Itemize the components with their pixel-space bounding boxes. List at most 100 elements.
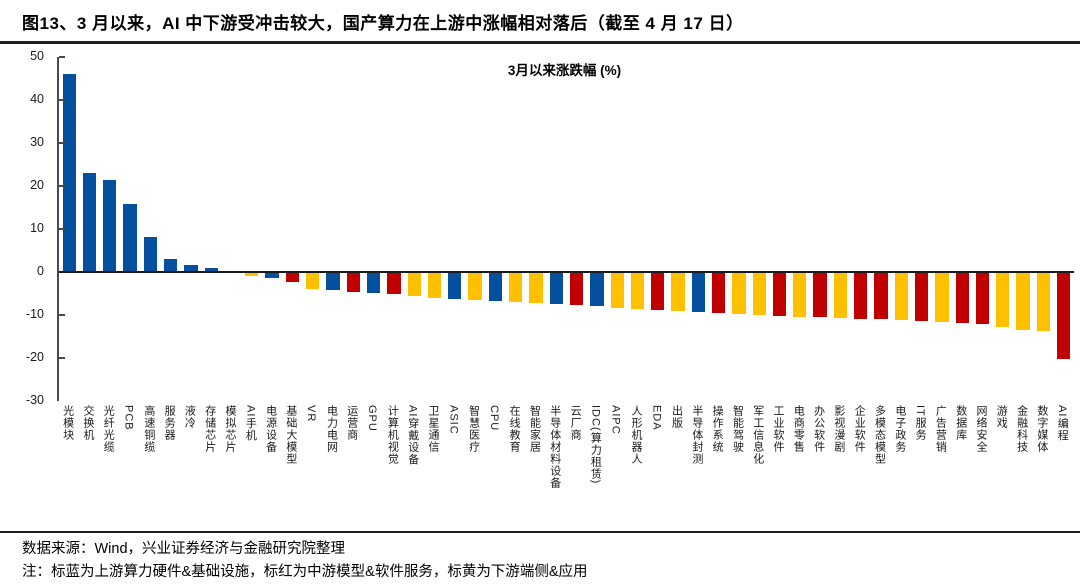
x-label-slot: 游戏	[991, 405, 1011, 531]
bar-slot	[282, 57, 302, 401]
x-label-slot: 基础大模型	[280, 405, 300, 531]
x-label-高速铜缆: 高速铜缆	[142, 405, 155, 453]
x-label-液冷: 液冷	[183, 405, 196, 429]
x-label-IT服务: IT服务	[914, 405, 927, 441]
data-source-text: 数据来源：Wind，兴业证券经济与金融研究院整理	[22, 541, 346, 557]
bar-出版	[671, 272, 685, 312]
x-label-slot: 电子政务	[889, 405, 909, 531]
bar-slot	[303, 57, 323, 401]
bar-光模块	[62, 74, 76, 272]
bar-slot	[1054, 57, 1074, 401]
bar-交换机	[82, 173, 97, 272]
bar-广告营销	[935, 272, 949, 323]
x-label-slot: 模拟芯片	[219, 405, 239, 531]
bar-slot	[587, 57, 607, 401]
x-label-智慧医疗: 智慧医疗	[467, 405, 480, 453]
x-label-企业软件: 企业软件	[853, 405, 866, 453]
bar-计算机视觉	[387, 272, 401, 295]
x-label-模拟芯片: 模拟芯片	[224, 405, 237, 453]
x-label-多模态模型: 多模态模型	[873, 405, 886, 465]
x-label-IDC(算力租赁): IDC(算力租赁)	[589, 405, 602, 485]
bar-slot	[221, 57, 241, 401]
x-label-计算机视觉: 计算机视觉	[386, 405, 399, 465]
x-label-基础大模型: 基础大模型	[284, 405, 297, 465]
x-label-AI手机: AI手机	[244, 405, 257, 442]
x-label-操作系统: 操作系统	[711, 405, 724, 453]
x-label-slot: PCB	[118, 405, 138, 531]
chart: 3月以来涨跌幅 (%) 50 40 30 20 10 0 -10 -20 -30 光模块 交换机光…	[0, 49, 1080, 531]
x-label-slot: IT服务	[909, 405, 929, 531]
x-label-slot: 运营商	[341, 405, 361, 531]
bar-slot	[100, 57, 120, 401]
x-label-卫星通信: 卫星通信	[426, 405, 439, 453]
x-label-slot: CPU	[483, 405, 503, 531]
y-tick-mark	[59, 357, 65, 359]
x-label-AI穿戴设备: AI穿戴设备	[406, 405, 419, 466]
bar-AI编程	[1057, 272, 1071, 360]
bar-slot	[790, 57, 810, 401]
x-label-slot: 云厂商	[564, 405, 584, 531]
bar-GPU	[366, 272, 381, 294]
footer-divider	[0, 531, 1080, 533]
x-label-半导体材料设备: 半导体材料设备	[548, 405, 561, 489]
x-label-网络安全: 网络安全	[975, 405, 987, 453]
x-label-AI编程: AI编程	[1056, 405, 1069, 442]
x-label-VR: VR	[305, 405, 318, 423]
x-label-游戏: 游戏	[995, 405, 1008, 429]
x-label-slot: 影视漫剧	[828, 405, 848, 531]
bar-办公软件	[813, 272, 827, 318]
bar-数据库	[955, 272, 969, 324]
x-label-slot: GPU	[361, 405, 381, 531]
bar-slot	[160, 57, 180, 401]
bar-slot	[749, 57, 769, 401]
x-label-slot: 办公软件	[808, 405, 828, 531]
x-label-GPU: GPU	[366, 405, 379, 432]
bar-slot	[1033, 57, 1053, 401]
bar-智能家居	[529, 272, 543, 303]
bar-slot	[993, 57, 1013, 401]
bar-存储芯片	[204, 267, 218, 272]
bar-半导体封测	[691, 272, 705, 312]
x-label-slot: AI编程	[1052, 405, 1072, 531]
bar-液冷	[184, 264, 198, 272]
x-label-slot: 电源设备	[260, 405, 280, 531]
bar-slot	[445, 57, 465, 401]
x-label-PCB: PCB	[122, 405, 135, 431]
x-label-slot: 人形机器人	[625, 405, 645, 531]
bar-金融科技	[1016, 272, 1030, 330]
y-tick-label--10: -10	[25, 307, 44, 321]
bar-slot	[404, 57, 424, 401]
x-label-金融科技: 金融科技	[1015, 405, 1028, 453]
bar-操作系统	[712, 272, 726, 313]
x-label-slot: 数字媒体	[1031, 405, 1051, 531]
bar-slot	[769, 57, 789, 401]
x-label-影视漫剧: 影视漫剧	[832, 405, 845, 453]
bar-军工信息化	[752, 272, 766, 315]
bar-slot	[830, 57, 850, 401]
bar-slot	[140, 57, 160, 401]
bar-CPU	[488, 272, 503, 301]
bar-slot	[932, 57, 952, 401]
x-label-slot: 光纤光缆	[98, 405, 118, 531]
bar-slot	[952, 57, 972, 401]
plot-area	[57, 56, 1074, 401]
y-tick-label-0: 0	[37, 264, 44, 278]
bar-多模态模型	[874, 272, 888, 320]
bar-slot	[526, 57, 546, 401]
bar-slot	[343, 57, 363, 401]
bar-云厂商	[569, 272, 584, 306]
x-label-slot: ASIC	[443, 405, 463, 531]
x-label-slot: 卫星通信	[422, 405, 442, 531]
x-label-slot: 半导体材料设备	[544, 405, 564, 531]
bar-影视漫剧	[833, 272, 848, 318]
x-label-slot: 存储芯片	[199, 405, 219, 531]
x-label-slot: 计算机视觉	[382, 405, 402, 531]
x-label-运营商: 运营商	[345, 405, 358, 441]
bar-人形机器人	[630, 272, 645, 309]
bar-高速铜缆	[143, 236, 157, 272]
y-tick-mark	[59, 185, 65, 187]
x-label-slot: VR	[301, 405, 321, 531]
zero-line	[59, 271, 1074, 273]
bar-电商零售	[793, 272, 807, 317]
x-label-slot: AIPC	[605, 405, 625, 531]
